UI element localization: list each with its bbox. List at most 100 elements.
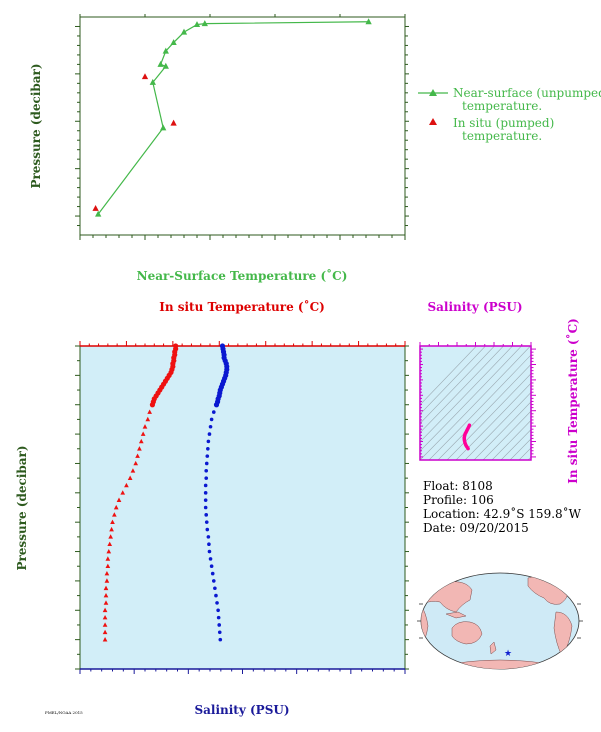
salinity-point	[208, 557, 213, 561]
pumped-temperature-point	[92, 204, 99, 211]
top-chart-frame	[79, 16, 406, 236]
temperature-point	[112, 512, 117, 517]
profile-number: Profile: 106	[423, 493, 494, 507]
temperature-point	[104, 570, 110, 576]
isopycnal-line	[473, 401, 531, 460]
salinity-point	[211, 410, 216, 414]
isopycnal-line	[482, 410, 531, 460]
legend-pumped-label-line2: temperature.	[462, 129, 542, 143]
salinity-point	[203, 491, 208, 495]
salinity-point	[206, 446, 210, 451]
isopycnal-line	[420, 346, 477, 406]
pumped-temperature-point	[141, 73, 149, 80]
unpumped-temperature-point	[95, 210, 102, 217]
temperature-point	[102, 615, 108, 620]
salinity-point	[207, 542, 211, 547]
isopycnal-line	[509, 438, 531, 460]
ts-curve	[462, 423, 472, 451]
float-id: Float: 8108	[423, 479, 493, 493]
temperature-point	[145, 416, 151, 422]
salinity-point	[206, 535, 211, 539]
legend-unpumped-label-line2: temperature.	[462, 99, 542, 113]
temperature-point	[108, 534, 113, 539]
top-chart-legend: Near-surface (unpumped) temperature. In …	[418, 86, 601, 143]
isopycnal-line	[446, 373, 531, 460]
temperature-point	[140, 431, 146, 436]
map-antarctica	[439, 659, 561, 669]
profile-date: Date: 09/20/2015	[423, 521, 529, 535]
salinity-point	[205, 454, 210, 458]
isopycnal-line	[500, 429, 531, 460]
isopycnal-line	[491, 419, 531, 460]
temperature-point	[133, 460, 139, 466]
salinity-point	[215, 601, 219, 605]
footer-credit: PMEL/NOAA 2015	[45, 710, 83, 715]
salinity-point	[206, 439, 211, 444]
salinity-point	[204, 513, 209, 517]
temperature-point	[127, 475, 133, 480]
temperature-point	[130, 468, 136, 473]
isopycnal-line	[420, 346, 513, 443]
top-chart-y-ticks	[75, 25, 409, 227]
depth-profile-chart: In situ Temperature (˚C) Salinity (PSU) …	[15, 299, 409, 717]
legend-pumped-label-line1: In situ (pumped)	[453, 116, 554, 130]
salinity-point	[209, 564, 214, 569]
temperature-axis-ticks	[79, 341, 406, 346]
temperature-point	[102, 622, 108, 627]
isopycnal-line	[420, 346, 495, 424]
map-indonesia	[445, 611, 467, 619]
temperature-point	[107, 541, 113, 547]
salinity-point	[207, 549, 212, 554]
salinity-point	[216, 615, 221, 620]
location-map: ★	[417, 572, 583, 670]
temperature-point	[105, 563, 111, 569]
unpumped-temperature-point	[365, 18, 372, 25]
temperature-point	[149, 402, 156, 408]
salinity-axis-label: Salinity (PSU)	[194, 703, 289, 717]
salinity-point	[209, 417, 214, 422]
temperature-point	[102, 607, 108, 613]
isopycnal-line	[464, 391, 531, 460]
salinity-point	[204, 520, 209, 524]
salinity-point	[217, 630, 222, 635]
isopycnal-line	[527, 456, 531, 460]
temperature-point	[138, 438, 144, 444]
float-location-marker: ★	[504, 649, 512, 659]
salinity-point	[207, 432, 212, 436]
top-chart-x-ticks	[79, 14, 406, 240]
salinity-point	[203, 483, 208, 488]
temperature-point	[124, 482, 129, 488]
ts-temperature-axis-label: In situ Temperature (˚C)	[565, 318, 580, 484]
temperature-point	[103, 592, 109, 598]
ts-diagram: Salinity (PSU) In situ Temperature (˚C)	[419, 300, 580, 484]
temperature-point	[147, 409, 152, 414]
temperature-point	[110, 519, 115, 525]
isopycnal-line	[420, 346, 522, 452]
salinity-point	[213, 586, 217, 591]
isopycnal-line	[455, 382, 531, 460]
profile-series	[102, 343, 230, 642]
ts-profile-curve	[462, 423, 472, 451]
salinity-point	[205, 527, 210, 532]
unpumped-temperature-point	[201, 20, 208, 27]
map-australia	[451, 621, 483, 645]
isopycnal-line	[518, 447, 531, 460]
legend-unpumped-label-line1: Near-surface (unpumped)	[453, 86, 601, 100]
main-pressure-axis-label: Pressure (decibar)	[15, 445, 29, 570]
map-new-zealand	[489, 641, 497, 655]
temperature-point	[102, 637, 108, 642]
near-surface-temperature-chart: Near-Surface Temperature (˚C) Pressure (…	[29, 14, 601, 283]
temperature-point	[106, 548, 112, 554]
salinity-point	[208, 424, 213, 429]
salinity-point	[210, 571, 215, 576]
temperature-point	[104, 578, 110, 583]
unpumped-temperature-point	[157, 60, 164, 67]
legend-unpumped-marker	[429, 89, 437, 96]
temperature-point	[120, 490, 126, 495]
salinity-point	[211, 579, 216, 583]
unpumped-temperature-point	[170, 39, 177, 46]
isopycnal-line	[420, 346, 486, 415]
pressure-axis-ticks	[75, 345, 409, 670]
isopycnal-line	[420, 346, 531, 460]
